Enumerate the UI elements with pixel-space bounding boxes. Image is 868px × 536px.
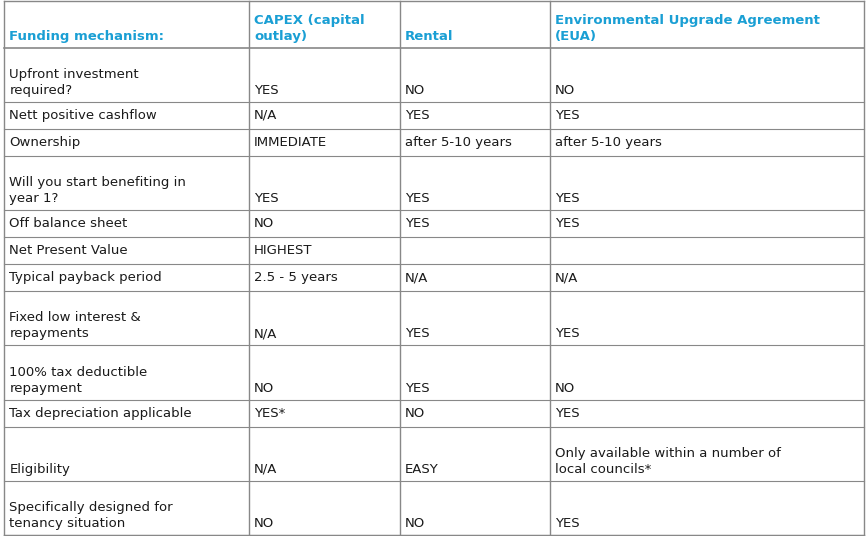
Text: Only available within a number of
local councils*: Only available within a number of local …: [555, 447, 781, 476]
Text: NO: NO: [404, 407, 424, 420]
Text: CAPEX (capital
outlay): CAPEX (capital outlay): [254, 14, 365, 43]
Text: YES: YES: [555, 517, 580, 530]
Text: NO: NO: [404, 84, 424, 97]
Text: N/A: N/A: [555, 271, 578, 284]
Text: NO: NO: [254, 382, 274, 394]
Text: Environmental Upgrade Agreement
(EUA): Environmental Upgrade Agreement (EUA): [555, 14, 820, 43]
Text: Eligibility: Eligibility: [10, 463, 70, 476]
Text: YES: YES: [555, 109, 580, 122]
Text: Upfront investment
required?: Upfront investment required?: [10, 68, 139, 97]
Text: IMMEDIATE: IMMEDIATE: [254, 136, 327, 149]
Text: N/A: N/A: [254, 463, 278, 476]
Text: 100% tax deductible
repayment: 100% tax deductible repayment: [10, 366, 148, 394]
Text: Typical payback period: Typical payback period: [10, 271, 162, 284]
Text: Fixed low interest &
repayments: Fixed low interest & repayments: [10, 311, 141, 340]
Text: Nett positive cashflow: Nett positive cashflow: [10, 109, 157, 122]
Text: NO: NO: [254, 217, 274, 230]
Text: YES: YES: [404, 109, 430, 122]
Text: N/A: N/A: [254, 109, 278, 122]
Text: EASY: EASY: [404, 463, 438, 476]
Text: Tax depreciation applicable: Tax depreciation applicable: [10, 407, 192, 420]
Text: HIGHEST: HIGHEST: [254, 244, 312, 257]
Text: YES: YES: [254, 84, 279, 97]
Text: after 5-10 years: after 5-10 years: [404, 136, 511, 149]
Text: Off balance sheet: Off balance sheet: [10, 217, 128, 230]
Text: YES*: YES*: [254, 407, 286, 420]
Text: Will you start benefiting in
year 1?: Will you start benefiting in year 1?: [10, 176, 187, 205]
Text: YES: YES: [555, 327, 580, 340]
Text: NO: NO: [404, 517, 424, 530]
Text: YES: YES: [555, 192, 580, 205]
Text: YES: YES: [555, 407, 580, 420]
Text: NO: NO: [555, 84, 575, 97]
Text: YES: YES: [555, 217, 580, 230]
Text: 2.5 - 5 years: 2.5 - 5 years: [254, 271, 338, 284]
Text: N/A: N/A: [254, 327, 278, 340]
Text: Ownership: Ownership: [10, 136, 81, 149]
Text: YES: YES: [404, 217, 430, 230]
Text: after 5-10 years: after 5-10 years: [555, 136, 662, 149]
Text: Specifically designed for
tenancy situation: Specifically designed for tenancy situat…: [10, 501, 173, 530]
Text: YES: YES: [404, 327, 430, 340]
Text: YES: YES: [254, 192, 279, 205]
Text: NO: NO: [555, 382, 575, 394]
Text: N/A: N/A: [404, 271, 428, 284]
Text: Funding mechanism:: Funding mechanism:: [10, 29, 164, 43]
Text: Net Present Value: Net Present Value: [10, 244, 128, 257]
Text: Rental: Rental: [404, 29, 453, 43]
Text: YES: YES: [404, 382, 430, 394]
Text: NO: NO: [254, 517, 274, 530]
Text: YES: YES: [404, 192, 430, 205]
